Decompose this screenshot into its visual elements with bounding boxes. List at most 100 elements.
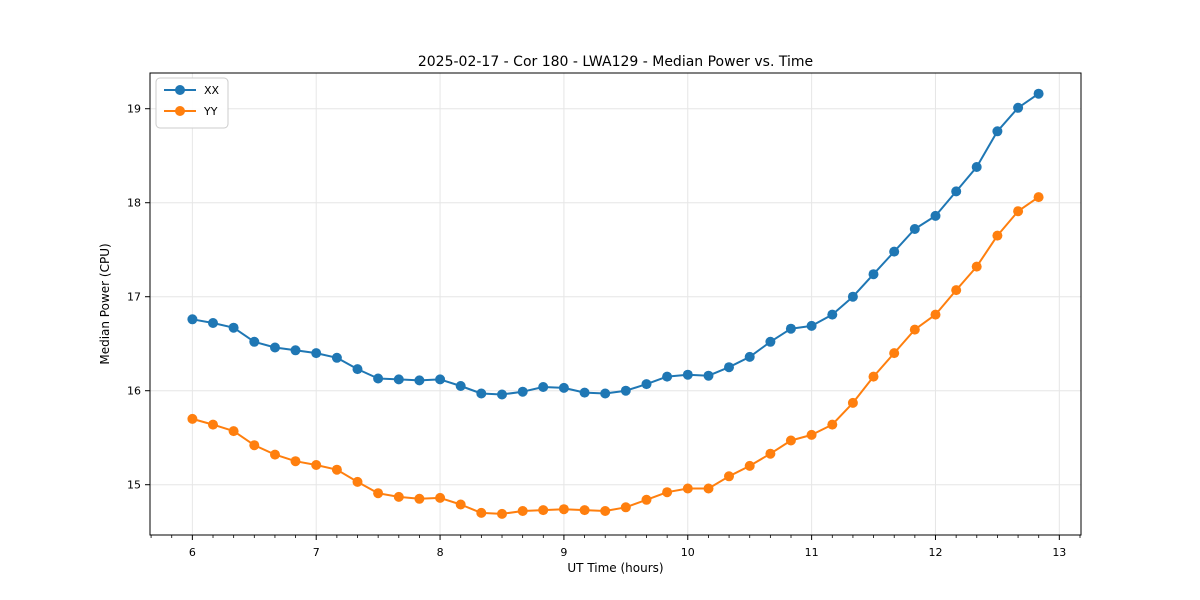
series-yy-marker	[414, 493, 425, 504]
series-yy-marker	[455, 499, 466, 510]
series-xx-marker	[455, 381, 466, 391]
x-tick-label: 11	[805, 546, 819, 559]
series-xx-marker	[270, 342, 280, 353]
series-xx-marker	[868, 269, 879, 280]
x-tick-label: 12	[928, 546, 942, 559]
series-yy-marker	[682, 483, 693, 494]
series-yy-marker	[868, 371, 879, 382]
y-tick-label: 19	[127, 103, 141, 116]
series-yy-marker	[249, 440, 260, 451]
series-yy-marker	[600, 506, 611, 516]
series-yy-marker	[992, 230, 1003, 241]
series-xx-marker	[744, 351, 755, 362]
series-xx-marker	[1013, 102, 1024, 113]
series-xx-marker	[331, 352, 342, 363]
series-yy-marker	[290, 456, 301, 467]
x-tick-label: 10	[681, 546, 695, 559]
series-yy-marker	[620, 502, 631, 513]
series-xx-marker	[724, 362, 734, 373]
series-yy-marker	[517, 506, 528, 516]
series-yy-marker	[951, 285, 962, 296]
series-yy-marker	[270, 449, 280, 460]
series-xx-marker	[827, 309, 838, 320]
series-yy-marker	[909, 324, 920, 335]
series-xx-marker	[971, 162, 982, 172]
x-tick-label: 9	[560, 546, 567, 559]
x-tick-label: 6	[189, 546, 196, 559]
series-yy-marker	[703, 483, 714, 494]
series-yy-marker	[331, 464, 342, 475]
series-yy-marker	[187, 413, 198, 424]
plot-frame	[149, 72, 1082, 536]
series-xx-marker	[909, 224, 920, 234]
series-xx-marker	[414, 375, 425, 386]
series-yy-marker	[765, 448, 776, 459]
series-yy-marker	[889, 348, 900, 359]
series-layer	[187, 88, 1044, 519]
series-xx-marker	[951, 186, 962, 197]
series-yy-marker	[827, 419, 838, 430]
series-xx-marker	[806, 320, 817, 331]
series-xx-marker	[558, 382, 569, 393]
series-xx-marker	[703, 370, 714, 381]
series-yy-marker	[971, 261, 982, 272]
tick-layer: 6 7 8 9 10 11 12 13 15 16 17 18 19	[127, 103, 1081, 559]
series-yy-marker	[538, 505, 549, 516]
y-tick-label: 18	[127, 197, 141, 210]
legend-label: XX	[204, 84, 220, 97]
series-yy-marker	[497, 508, 507, 519]
series-yy-marker	[1033, 192, 1044, 203]
series-yy-marker	[662, 487, 673, 498]
series-yy-marker	[311, 460, 322, 470]
x-tick-label: 8	[437, 546, 444, 559]
series-yy-marker	[744, 460, 755, 471]
series-xx-marker	[290, 345, 301, 356]
series-xx-marker	[579, 387, 590, 398]
series-xx-marker	[373, 373, 384, 384]
series-yy-marker	[724, 471, 734, 482]
y-axis-label: Median Power (CPU)	[98, 243, 112, 364]
series-yy-marker	[847, 397, 858, 408]
series-yy-marker	[352, 476, 363, 487]
series-xx-marker	[476, 388, 487, 399]
series-yy-marker	[1013, 206, 1024, 217]
series-xx-marker	[187, 314, 198, 325]
series-yy-marker	[579, 505, 590, 516]
series-yy-marker	[393, 491, 404, 502]
series-yy-marker	[208, 419, 218, 430]
series-xx-marker	[517, 386, 528, 397]
chart-title: 2025-02-17 - Cor 180 - LWA129 - Median P…	[418, 54, 813, 70]
legend-marker-sample	[175, 106, 185, 116]
series-xx-marker	[847, 291, 858, 302]
series-xx-marker	[1033, 88, 1044, 99]
series-xx-marker	[620, 385, 631, 396]
series-xx-marker	[992, 126, 1003, 137]
y-tick-label: 15	[127, 479, 141, 492]
y-tick-label: 16	[127, 385, 141, 398]
series-yy-marker	[476, 507, 487, 518]
series-xx-marker	[208, 318, 218, 328]
series-xx-marker	[435, 374, 446, 385]
series-yy-marker	[558, 504, 569, 515]
series-xx-marker	[352, 364, 363, 375]
series-xx-marker	[682, 369, 693, 380]
series-yy-marker	[785, 435, 796, 446]
y-tick-label: 17	[127, 291, 141, 304]
legend-label: YY	[203, 105, 218, 118]
grid-layer	[150, 73, 1081, 535]
series-xx-marker	[889, 246, 900, 257]
series-xx-marker	[249, 336, 260, 347]
series-yy-marker	[806, 429, 817, 440]
series-xx-marker	[497, 389, 507, 400]
series-xx-marker	[538, 382, 549, 392]
series-yy-marker	[228, 426, 239, 437]
x-tick-label: 13	[1052, 546, 1066, 559]
series-yy-marker	[930, 309, 941, 320]
series-yy-marker	[435, 492, 446, 503]
x-tick-label: 7	[313, 546, 320, 559]
series-xx-marker	[662, 371, 673, 382]
series-xx-marker	[785, 323, 796, 334]
series-yy-marker	[373, 488, 384, 499]
